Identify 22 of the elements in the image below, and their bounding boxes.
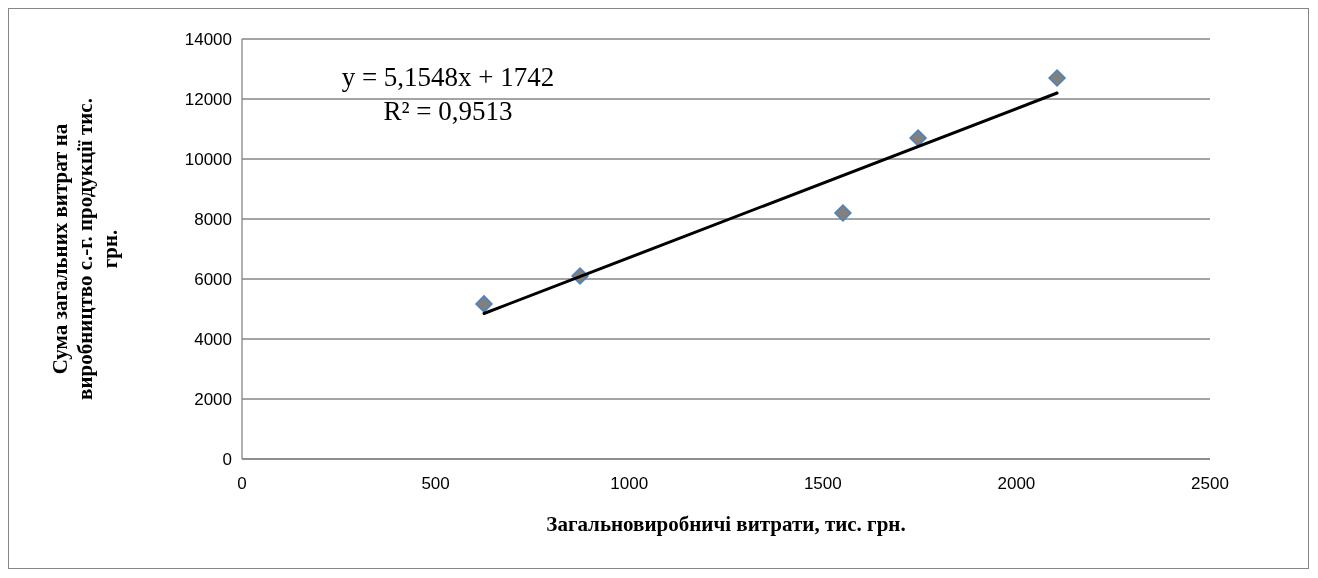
y-tick-label: 8000 bbox=[194, 209, 232, 229]
x-tick-label: 500 bbox=[421, 474, 450, 493]
y-tick-label: 2000 bbox=[194, 389, 232, 409]
y-tick-label: 10000 bbox=[184, 149, 232, 169]
annotation: R² = 0,9513 bbox=[383, 96, 513, 126]
x-tick-label: 2000 bbox=[997, 474, 1036, 493]
x-tick-label: 1500 bbox=[803, 474, 842, 493]
point bbox=[834, 204, 852, 222]
annotation: y = 5,1548x + 1742 bbox=[341, 62, 555, 92]
x-tick-label: 2500 bbox=[1191, 474, 1229, 493]
y-tick-label: 6000 bbox=[194, 269, 232, 289]
point bbox=[475, 295, 493, 313]
x-axis-title: Загальновиробничі витрати, тис. грн. bbox=[546, 512, 906, 536]
y-tick-label: 4000 bbox=[194, 329, 232, 349]
point bbox=[1048, 69, 1066, 87]
x-tick-label: 0 bbox=[237, 474, 247, 493]
y-tick-label: 0 bbox=[222, 449, 232, 469]
y-tick-label: 12000 bbox=[184, 89, 232, 109]
y-axis-title: Сума загальних витрат на виробництво с.-г. продукції тис. грн. bbox=[47, 98, 123, 400]
point bbox=[909, 129, 927, 147]
x-tick-label: 1000 bbox=[610, 474, 649, 493]
y-tick-label: 14000 bbox=[184, 29, 232, 49]
